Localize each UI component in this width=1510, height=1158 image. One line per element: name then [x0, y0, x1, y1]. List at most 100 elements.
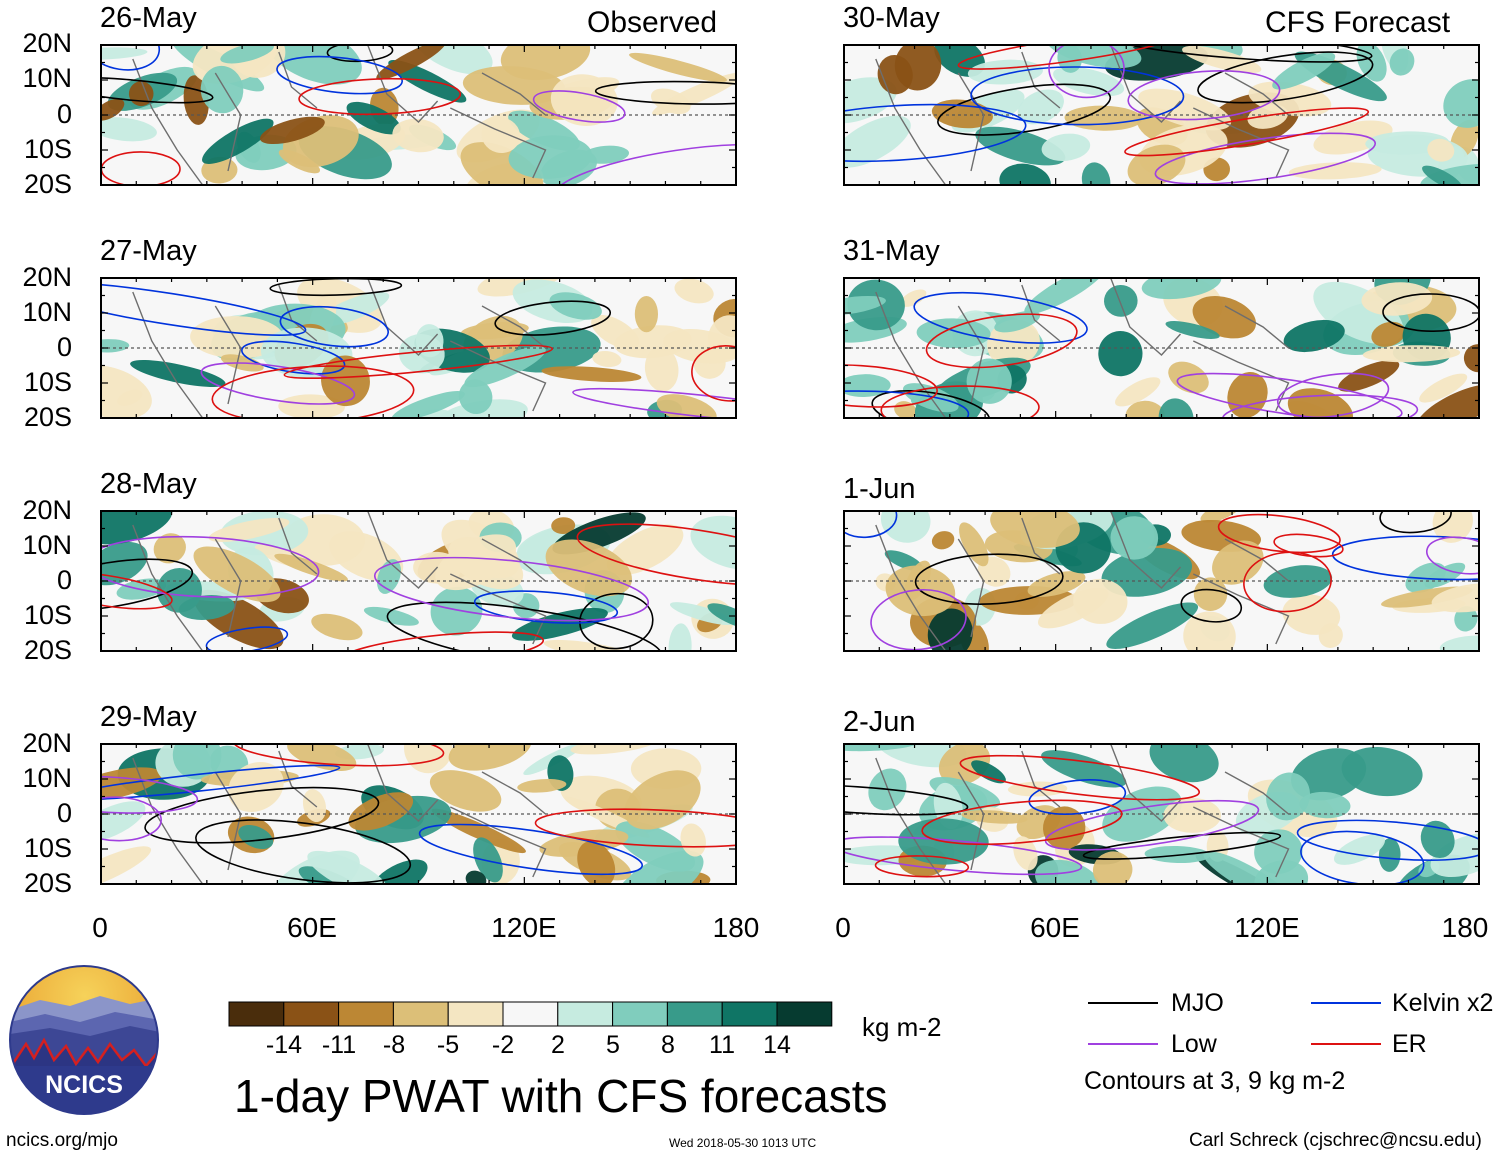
wave-contour [532, 90, 626, 123]
wave-contour [205, 626, 289, 651]
wave-contour [473, 590, 619, 624]
lon-tick-label: 0 [835, 912, 851, 943]
pwat-anomaly-blob [1419, 373, 1468, 403]
website-link[interactable]: ncics.org/mjo [6, 1130, 118, 1151]
wave-contour [844, 784, 969, 816]
pwat-anomaly-blob [674, 278, 714, 304]
pwat-anomaly-blob [101, 846, 152, 884]
pwat-anomaly-blob [1283, 319, 1345, 353]
legend-note: Contours at 3, 9 kg m-2 [1084, 1067, 1346, 1095]
pwat-anomaly-blob [1024, 278, 1107, 315]
pwat-anomaly-blob [549, 292, 602, 320]
pwat-anomaly-blob [274, 553, 348, 582]
pwat-anomaly-blob [1115, 377, 1161, 407]
wave-contour [913, 291, 1088, 344]
wave-contour [534, 808, 736, 848]
coastline [1021, 517, 1061, 575]
coastline [875, 58, 947, 185]
lon-tick-label: 0 [92, 912, 108, 943]
pwat-anomaly-blob [202, 118, 274, 164]
colorbar-cell [502, 1001, 559, 1027]
pwat-anomaly-blob [307, 850, 389, 884]
lat-tick-label: 20N [22, 28, 72, 58]
coastline [957, 538, 985, 638]
wave-contour [1180, 588, 1243, 623]
coastline [278, 750, 318, 808]
pwat-anomaly-blob [880, 511, 931, 543]
map-panel [100, 743, 737, 885]
wave-contour [339, 631, 545, 651]
pwat-anomaly-blob [1341, 747, 1423, 797]
coastline [875, 524, 947, 651]
pwat-anomaly-blob [1138, 88, 1232, 131]
legend [1088, 1002, 1381, 1045]
wave-contour [101, 281, 307, 336]
pwat-anomaly-blob [477, 278, 566, 297]
pwat-anomaly-blob [966, 358, 1012, 404]
pwat-anomaly-blob [346, 101, 401, 135]
pwat-anomaly-blob [1182, 45, 1262, 74]
pwat-anomaly-blob [153, 533, 186, 564]
pwat-anomaly-blob [967, 59, 1043, 85]
author-credit: Carl Schreck (cjschrec@ncsu.edu) [1189, 1130, 1482, 1151]
pwat-anomaly-blob [1299, 791, 1351, 819]
pwat-anomaly-blob [238, 824, 274, 850]
coastline [450, 340, 547, 412]
lat-tick-label: 20S [23, 402, 72, 432]
wave-contour [970, 66, 1185, 126]
pwat-anomaly-blob [481, 117, 521, 154]
wave-contour [283, 344, 554, 380]
pwat-anomaly-blob [178, 595, 235, 620]
pwat-anomaly-blob [1212, 540, 1264, 585]
lat-tick-label: 10S [23, 367, 72, 397]
coastline [957, 771, 985, 871]
pwat-anomaly-blob [1168, 361, 1209, 394]
wave-contour [211, 365, 415, 418]
wave-contour [874, 855, 970, 878]
pwat-anomaly-blob [1266, 772, 1311, 821]
lat-tick-label: 20N [22, 262, 72, 292]
pwat-anomaly-blob [1053, 66, 1125, 97]
pwat-anomaly-blob [644, 346, 679, 392]
pwat-anomaly-blob [392, 118, 444, 153]
coastline [367, 278, 439, 356]
wave-contour [844, 836, 1083, 876]
wave-contour [1221, 394, 1419, 418]
pwat-anomaly-blob [1443, 79, 1479, 128]
wave-contour [386, 601, 663, 651]
map-panel [843, 510, 1480, 652]
colorbar-tick-label: 11 [709, 1031, 735, 1059]
pwat-anomaly-blob [1288, 162, 1382, 180]
colorbar-tick-label: -2 [491, 1031, 515, 1059]
map-panel [843, 44, 1480, 186]
pwat-anomaly-blob [431, 808, 526, 854]
lat-tick-label: 20S [23, 635, 72, 665]
colorbar-units: kg m-2 [862, 1012, 942, 1042]
pwat-anomaly-blob [582, 145, 630, 164]
wave-contour [1127, 70, 1281, 121]
coastline [367, 45, 439, 123]
map-panel [100, 44, 737, 186]
wave-contour [1048, 45, 1125, 99]
coastline [278, 517, 318, 575]
pwat-anomaly-blob [1098, 331, 1143, 377]
pwat-anomaly-blob [1041, 133, 1091, 162]
pwat-anomaly-blob [101, 365, 152, 418]
lon-tick-label: 60E [287, 912, 337, 943]
coastline [214, 771, 242, 871]
legend-label-low: Low [1171, 1030, 1217, 1058]
wave-contour [101, 764, 341, 801]
wave-contour [871, 390, 991, 418]
map-panel [843, 277, 1480, 419]
wave-contour [494, 300, 612, 336]
wave-contour [691, 345, 736, 402]
pwat-anomaly-blob [508, 135, 593, 179]
legend-label-mjo: MJO [1171, 989, 1224, 1017]
coastline [1224, 771, 1289, 815]
forecast-header: CFS Forecast [1265, 6, 1451, 39]
pwat-anomaly-blob [1432, 511, 1473, 543]
pwat-anomaly-blob [448, 744, 532, 771]
pwat-anomaly-blob [1420, 163, 1479, 185]
legend-label-er: ER [1392, 1030, 1427, 1058]
